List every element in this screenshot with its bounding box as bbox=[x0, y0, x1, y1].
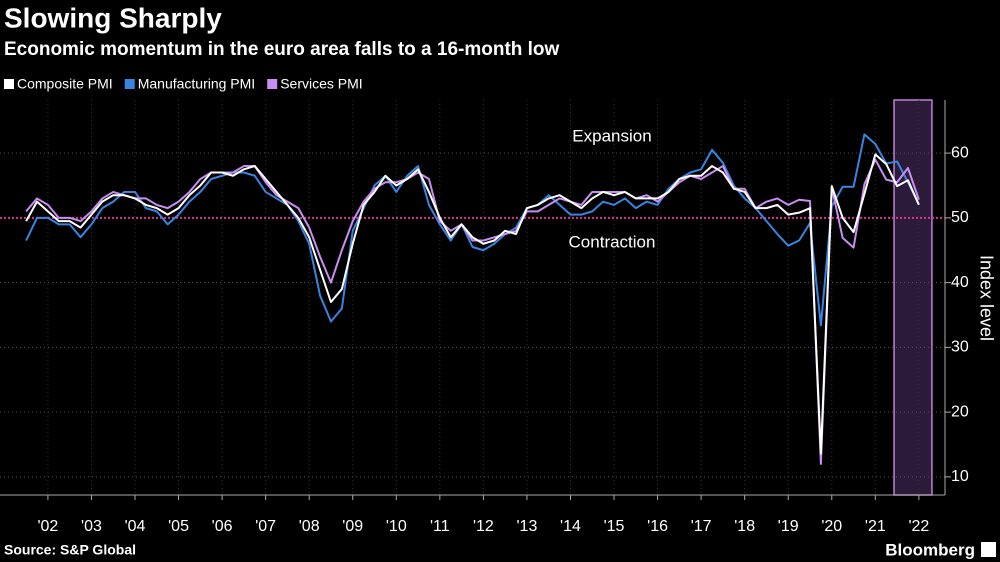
brand: Bloomberg bbox=[885, 540, 975, 559]
x-tick-label: '21 bbox=[865, 518, 886, 535]
x-tick-label: '15 bbox=[604, 518, 625, 535]
y-tick-label: 10 bbox=[951, 468, 969, 485]
x-tick-label: '18 bbox=[734, 518, 755, 535]
x-tick-label: '06 bbox=[212, 518, 233, 535]
x-tick-label: '16 bbox=[647, 518, 668, 535]
y-tick-label: 50 bbox=[951, 209, 969, 226]
y-tick-label: 40 bbox=[951, 274, 969, 291]
legend-swatch bbox=[267, 79, 278, 89]
x-tick-label: '20 bbox=[821, 518, 842, 535]
series-line bbox=[25, 133, 920, 327]
x-tick-label: '07 bbox=[255, 518, 276, 535]
x-tick-label: '05 bbox=[168, 518, 189, 535]
brand-icon bbox=[981, 542, 996, 557]
chart-subtitle: Economic momentum in the euro area falls… bbox=[4, 39, 560, 60]
chart-title: Slowing Sharply bbox=[4, 2, 222, 33]
x-tick-label: '09 bbox=[342, 518, 363, 535]
x-tick-label: '22 bbox=[908, 518, 929, 535]
y-axis-label: Index level bbox=[976, 255, 996, 341]
x-tick-label: '14 bbox=[560, 518, 581, 535]
source: Source: S&P Global bbox=[4, 542, 136, 558]
x-tick-label: '04 bbox=[125, 518, 146, 535]
x-tick-label: '03 bbox=[81, 518, 102, 535]
y-tick-label: 30 bbox=[951, 339, 969, 356]
legend-swatch bbox=[124, 79, 135, 89]
y-tick-label: 60 bbox=[951, 144, 969, 161]
x-tick-label: '10 bbox=[386, 518, 407, 535]
x-tick-label: '19 bbox=[778, 518, 799, 535]
legend-label: Manufacturing PMI bbox=[138, 76, 256, 92]
series-line bbox=[25, 153, 920, 455]
annotation: Contraction bbox=[569, 232, 656, 251]
x-tick-label: '12 bbox=[473, 518, 494, 535]
legend-label: Composite PMI bbox=[17, 76, 113, 92]
x-tick-label: '08 bbox=[299, 518, 320, 535]
x-tick-label: '11 bbox=[430, 518, 450, 535]
annotation: Expansion bbox=[572, 126, 651, 145]
highlight-span bbox=[893, 99, 933, 496]
legend-label: Services PMI bbox=[280, 76, 362, 92]
legend-swatch bbox=[4, 79, 14, 89]
series-line bbox=[25, 158, 920, 465]
x-tick-label: '13 bbox=[517, 518, 538, 535]
y-tick-label: 20 bbox=[951, 403, 969, 420]
x-tick-label: '02 bbox=[37, 518, 58, 535]
x-tick-label: '17 bbox=[691, 518, 712, 535]
